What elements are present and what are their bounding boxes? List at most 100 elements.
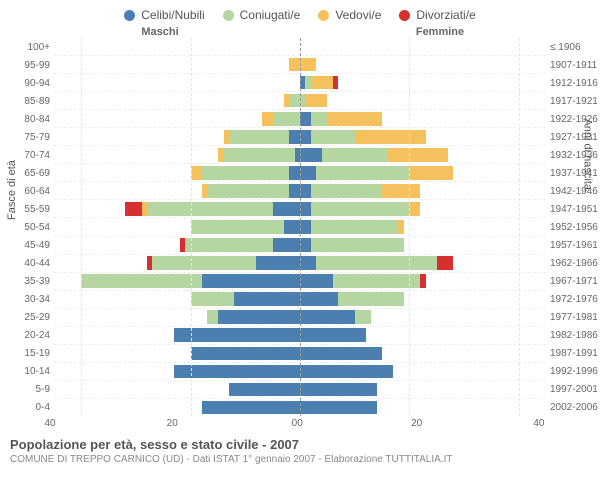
gridline <box>409 38 410 416</box>
bar-segment-coniugati <box>311 184 382 198</box>
bar-row <box>300 309 546 327</box>
birth-label: 1982-1986 <box>550 326 600 344</box>
birth-label: ≤ 1906 <box>550 38 600 56</box>
bar-segment-vedovi <box>289 58 300 72</box>
age-label: 60-64 <box>0 182 50 200</box>
bar-segment-celibi <box>300 292 338 306</box>
header-male: Maschi <box>50 26 300 38</box>
bar-segment-celibi <box>289 130 300 144</box>
plot <box>54 38 546 416</box>
bar-row <box>300 327 546 345</box>
bar-segment-coniugati <box>152 256 256 270</box>
bar-segment-celibi <box>284 220 300 234</box>
bar-row <box>300 345 546 363</box>
bar-segment-coniugati <box>147 202 273 216</box>
birth-label: 1927-1931 <box>550 128 600 146</box>
age-label: 90-94 <box>0 74 50 92</box>
birth-label: 1972-1976 <box>550 290 600 308</box>
bar-row <box>300 273 546 291</box>
footer: Popolazione per età, sesso e stato civil… <box>0 429 600 465</box>
birth-label: 1992-1996 <box>550 362 600 380</box>
bar-row <box>54 309 300 327</box>
birth-label: 1907-1911 <box>550 56 600 74</box>
bar-segment-celibi <box>229 383 300 397</box>
age-label: 65-69 <box>0 164 50 182</box>
bar-segment-celibi <box>174 328 300 342</box>
bar-segment-coniugati <box>333 274 420 288</box>
age-label: 5-9 <box>0 380 50 398</box>
bar-segment-divorziati <box>125 202 141 216</box>
bar-segment-coniugati <box>207 310 218 324</box>
bar-segment-coniugati <box>202 166 289 180</box>
bar-row <box>54 164 300 182</box>
bar-segment-celibi <box>234 292 300 306</box>
legend-item-coniugati: Coniugati/e <box>223 8 301 22</box>
bar-row <box>54 291 300 309</box>
bar-row <box>300 291 546 309</box>
header-female: Femmine <box>300 26 550 38</box>
birth-label: 1932-1936 <box>550 146 600 164</box>
bar-segment-celibi <box>300 166 316 180</box>
bar-row <box>54 363 300 381</box>
bar-segment-divorziati <box>437 256 453 270</box>
bar-row <box>54 345 300 363</box>
x-tick: 0 <box>297 418 303 429</box>
bar-segment-coniugati <box>289 94 300 108</box>
bar-row <box>54 74 300 92</box>
bar-row <box>300 110 546 128</box>
bar-segment-celibi <box>300 274 333 288</box>
bar-row <box>300 146 546 164</box>
bar-row <box>54 128 300 146</box>
gridline <box>519 38 520 416</box>
birth-label: 1977-1981 <box>550 308 600 326</box>
bar-segment-divorziati <box>333 76 338 90</box>
legend-item-celibi: Celibi/Nubili <box>124 8 204 22</box>
birth-label: 1912-1916 <box>550 74 600 92</box>
chart-subtitle: COMUNE DI TREPPO CARNICO (UD) - Dati IST… <box>10 454 590 465</box>
bars-female <box>300 38 546 416</box>
bar-segment-celibi <box>300 238 311 252</box>
bar-segment-coniugati <box>355 310 371 324</box>
bar-row <box>54 327 300 345</box>
bars-male <box>54 38 300 416</box>
bar-row <box>54 56 300 74</box>
legend-label-vedovi: Vedovi/e <box>335 8 381 22</box>
birth-label: 2002-2006 <box>550 398 600 416</box>
gender-headers: Maschi Femmine <box>0 26 600 38</box>
bar-segment-celibi <box>300 112 311 126</box>
bar-segment-coniugati <box>273 112 300 126</box>
bar-segment-vedovi <box>327 112 382 126</box>
bar-row <box>54 399 300 416</box>
bar-row <box>300 38 546 56</box>
bar-row <box>300 237 546 255</box>
birth-label: 1917-1921 <box>550 92 600 110</box>
bar-segment-coniugati <box>338 292 404 306</box>
birth-label: 1952-1956 <box>550 218 600 236</box>
bar-segment-coniugati <box>229 130 289 144</box>
bar-segment-coniugati <box>322 148 388 162</box>
swatch-coniugati <box>223 10 234 21</box>
y-labels-birth: ≤ 19061907-19111912-19161917-19211922-19… <box>546 38 600 416</box>
age-label: 25-29 <box>0 308 50 326</box>
age-label: 80-84 <box>0 110 50 128</box>
bar-segment-coniugati <box>207 184 289 198</box>
birth-label: 1987-1991 <box>550 344 600 362</box>
x-tick: 20 <box>411 418 422 429</box>
chart-title: Popolazione per età, sesso e stato civil… <box>10 437 590 452</box>
bar-row <box>300 56 546 74</box>
bar-row <box>54 218 300 236</box>
bar-segment-celibi <box>300 256 316 270</box>
bar-segment-vedovi <box>398 220 403 234</box>
birth-label: 1967-1971 <box>550 272 600 290</box>
bar-row <box>300 381 546 399</box>
bar-segment-celibi <box>300 328 366 342</box>
bar-segment-vedovi <box>382 184 420 198</box>
birth-label: 1947-1951 <box>550 200 600 218</box>
age-label: 85-89 <box>0 92 50 110</box>
bar-segment-celibi <box>191 347 300 361</box>
legend: Celibi/Nubili Coniugati/e Vedovi/e Divor… <box>0 0 600 26</box>
bar-row <box>54 92 300 110</box>
bar-segment-celibi <box>289 166 300 180</box>
age-label: 55-59 <box>0 200 50 218</box>
swatch-celibi <box>124 10 135 21</box>
